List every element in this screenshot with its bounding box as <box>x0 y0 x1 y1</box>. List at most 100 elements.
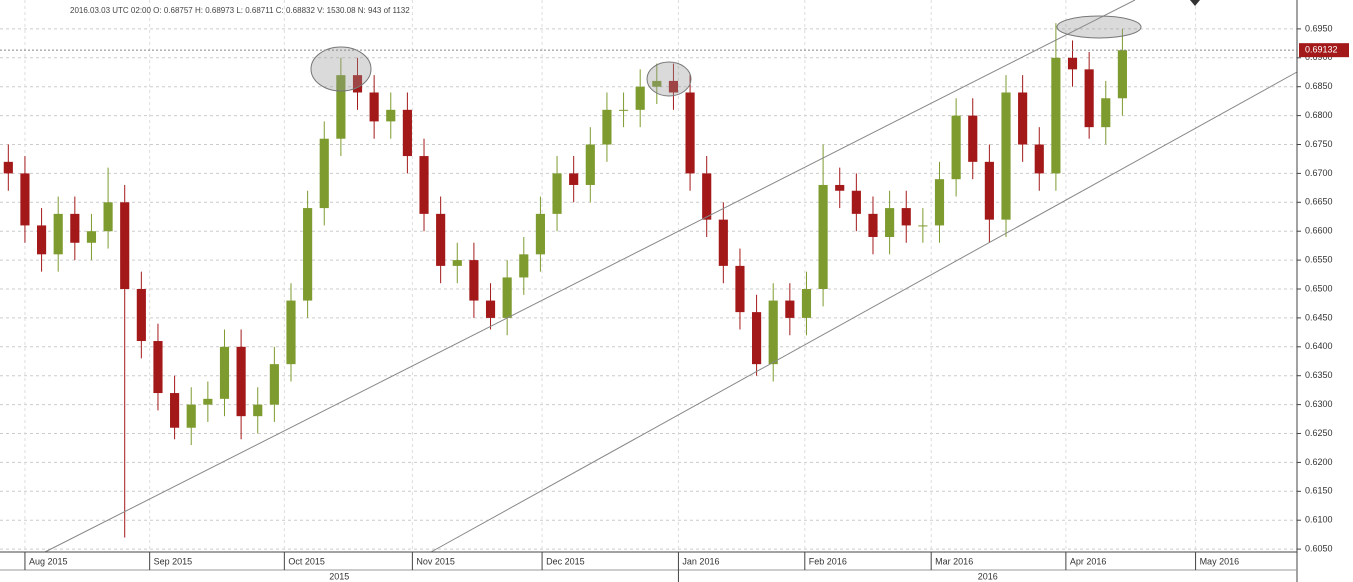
candles <box>3 23 1127 538</box>
candle-body <box>1018 92 1028 145</box>
candle-body <box>286 300 296 365</box>
candle-body <box>585 144 595 185</box>
x-tick-label: Dec 2015 <box>546 556 585 566</box>
candle-body <box>768 300 778 365</box>
year-label: 2016 <box>978 571 998 581</box>
candle-body <box>369 92 379 122</box>
x-tick-label: Oct 2015 <box>288 556 325 566</box>
candle-body <box>120 202 130 290</box>
y-tick-label: 0.6650 <box>1305 197 1333 207</box>
candle-body <box>419 156 429 214</box>
candle-body <box>303 208 313 301</box>
candle-body <box>801 289 812 318</box>
candle-body <box>502 277 512 318</box>
candle-body <box>153 341 163 394</box>
candle-body <box>203 398 213 405</box>
candle-body <box>20 173 30 226</box>
candle-body <box>835 184 845 191</box>
candle-body <box>934 179 945 226</box>
y-tick-label: 0.6700 <box>1305 168 1333 178</box>
y-tick-label: 0.6150 <box>1305 486 1333 496</box>
candle-body <box>868 213 878 237</box>
candle-body <box>86 231 97 243</box>
candle-body <box>735 265 745 313</box>
candle-body <box>186 404 196 428</box>
candle-body <box>402 109 412 157</box>
candle-body <box>1084 69 1094 128</box>
ohlc-info: 2016.03.03 UTC 02:00 O: 0.68757 H: 0.689… <box>70 6 410 15</box>
candle-body <box>3 161 13 174</box>
x-tick-label: Nov 2015 <box>416 556 455 566</box>
y-tick-label: 0.6100 <box>1305 515 1333 525</box>
last-price-label: 0.69132 <box>1305 45 1338 55</box>
x-tick-label: May 2016 <box>1200 556 1240 566</box>
candle-body <box>668 80 679 93</box>
y-tick-label: 0.6350 <box>1305 370 1333 380</box>
candle-body <box>1067 57 1078 70</box>
y-tick-label: 0.6900 <box>1305 52 1333 62</box>
candle-body <box>469 260 479 301</box>
candle-body <box>485 300 496 318</box>
candle-body <box>718 219 728 266</box>
candle-body <box>984 161 994 220</box>
y-tick-label: 0.6950 <box>1305 23 1333 33</box>
candle-body <box>1051 57 1061 174</box>
y-tick-label: 0.6800 <box>1305 110 1333 120</box>
candle-body <box>602 109 612 145</box>
candle-body <box>552 173 562 214</box>
candle-body <box>951 115 961 180</box>
candle-body <box>336 75 346 139</box>
candle-body <box>236 346 246 417</box>
y-tick-label: 0.6600 <box>1305 226 1333 236</box>
y-tick-label: 0.6550 <box>1305 254 1333 264</box>
candle-body <box>170 393 180 428</box>
y-tick-label: 0.6450 <box>1305 312 1333 322</box>
candle-body <box>452 260 462 266</box>
y-tick-label: 0.6050 <box>1305 543 1333 553</box>
candle-body <box>652 80 662 87</box>
candle-body <box>1117 50 1127 99</box>
y-tick-label: 0.6500 <box>1305 283 1333 293</box>
candle-body <box>269 364 279 405</box>
candle-body <box>901 208 911 226</box>
candle-body <box>752 312 762 365</box>
y-tick-label: 0.6850 <box>1305 81 1333 91</box>
x-tick-label: Jan 2016 <box>682 556 719 566</box>
y-tick-label: 0.6200 <box>1305 457 1333 467</box>
candle-body <box>569 173 579 185</box>
y-tick-label: 0.6300 <box>1305 399 1333 409</box>
candle-body <box>785 300 795 318</box>
candle-body <box>818 184 828 290</box>
scroll-marker[interactable] <box>1190 0 1200 6</box>
candle-body <box>253 404 263 417</box>
candle-body <box>535 213 545 255</box>
x-tick-label: Aug 2015 <box>29 556 68 566</box>
candle-body <box>851 190 861 214</box>
trend-line <box>430 71 1298 553</box>
last-price-box <box>1299 43 1349 58</box>
candle-body <box>53 213 63 255</box>
candle-body <box>136 289 146 342</box>
candle-body <box>70 213 80 243</box>
y-tick-label: 0.6250 <box>1305 428 1333 438</box>
candle-body <box>685 92 695 174</box>
candle-body <box>968 115 978 162</box>
x-tick-label: Apr 2016 <box>1070 556 1107 566</box>
axes: 0.6050 0.6100 0.6150 0.6200 0.6250 0.6300 0.63… <box>0 23 1349 582</box>
grid <box>0 0 1297 552</box>
candle-body <box>918 225 928 227</box>
candle-body <box>436 213 446 266</box>
candle-body <box>1001 92 1011 220</box>
candle-body <box>618 109 629 111</box>
candle-body <box>1034 144 1044 174</box>
candle-body <box>352 75 363 93</box>
candle-body <box>635 86 645 110</box>
candle-body <box>519 254 529 278</box>
y-tick-label: 0.6750 <box>1305 139 1333 149</box>
candle-body <box>219 346 230 399</box>
highlight-ellipse <box>646 61 692 97</box>
x-tick-label: Mar 2016 <box>935 556 973 566</box>
highlight-ellipse <box>310 46 372 92</box>
